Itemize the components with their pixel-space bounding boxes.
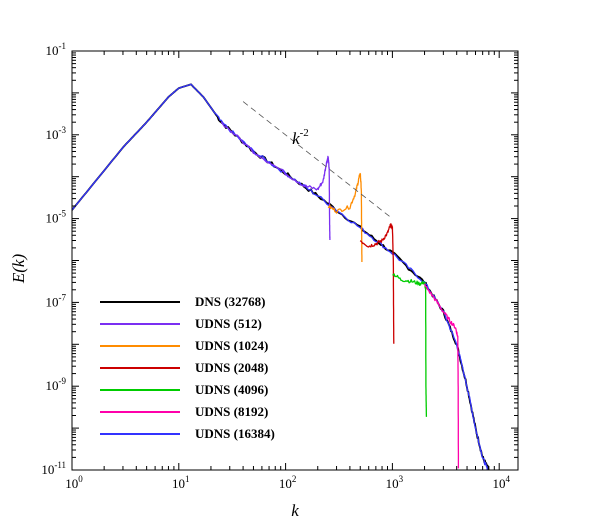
legend-label: UDNS (16384) [195, 426, 275, 441]
y-tick-label: 10-3 [46, 125, 67, 142]
legend-label: UDNS (2048) [195, 360, 268, 375]
legend-label: UDNS (4096) [195, 382, 268, 397]
series-line-4 [392, 273, 428, 417]
legend-item: UDNS (8192) [100, 404, 268, 419]
legend-label: DNS (32768) [195, 294, 265, 309]
series-line-1 [220, 121, 331, 240]
legend-item: UDNS (1024) [100, 338, 268, 353]
x-tick-label: 101 [172, 474, 190, 491]
reference-line-layer [242, 101, 393, 219]
series-layer [72, 83, 490, 470]
reference-line [242, 101, 393, 219]
legend-item: DNS (32768) [100, 294, 265, 309]
reference-line-label-exp: -2 [300, 127, 309, 139]
legend-item: UDNS (512) [100, 316, 262, 331]
x-tick-label: 103 [386, 474, 404, 491]
y-axis-title: E(k) [9, 254, 28, 285]
reference-line-label: k-2 [292, 127, 309, 148]
reference-line-label-base: k [292, 129, 300, 148]
legend: DNS (32768) UDNS (512) UDNS (1024) UDNS (20… [100, 294, 275, 441]
x-axis-title: k [291, 501, 299, 520]
series-line-5 [423, 283, 460, 469]
x-tick-label: 100 [65, 474, 83, 491]
legend-item: UDNS (2048) [100, 360, 268, 375]
series-line-2 [327, 172, 363, 262]
x-tick-label: 104 [492, 474, 510, 491]
y-tick-label: 10-7 [46, 292, 67, 309]
plot-frame [71, 50, 519, 471]
series-line-3 [359, 223, 395, 344]
x-tick-label: 102 [279, 474, 297, 491]
tick-layer: 100 101 102 103 104 10-11 10-9 10-7 10-5 10-3 10-1 [41, 41, 518, 491]
y-tick-label: 10-1 [46, 41, 67, 58]
y-tick-label: 10-5 [46, 209, 67, 226]
legend-item: UDNS (4096) [100, 382, 268, 397]
y-tick-label: 10-11 [41, 460, 66, 477]
legend-label: UDNS (8192) [195, 404, 268, 419]
y-tick-label: 10-9 [46, 376, 67, 393]
legend-label: UDNS (512) [195, 316, 262, 331]
legend-label: UDNS (1024) [195, 338, 268, 353]
legend-item: UDNS (16384) [100, 426, 275, 441]
